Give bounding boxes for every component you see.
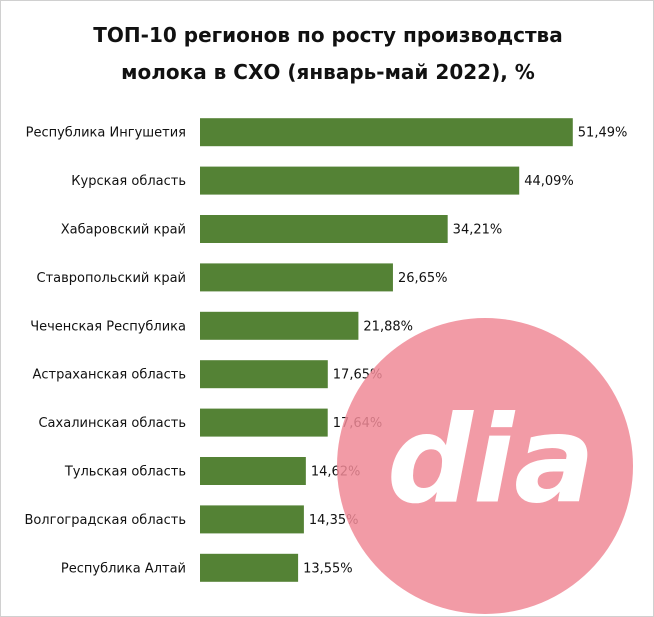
y-tick-label: Курская область [71,174,186,189]
bar [200,311,359,340]
y-tick-label: Сахалинская область [38,416,186,431]
bar [200,553,299,582]
bar [200,215,448,243]
value-label: 34,21% [453,223,503,238]
y-tick-label: Тульская область [64,465,186,480]
bar [200,263,393,292]
y-tick-label: Республика Алтай [61,561,186,576]
bar [200,166,520,195]
y-tick-label: Республика Ингушетия [26,126,186,141]
bar [200,408,328,437]
chart-title: ТОП-10 регионов по росту производства мо… [93,23,563,84]
bar [200,457,306,485]
value-label: 21,88% [363,319,413,334]
y-tick-label: Хабаровский край [61,223,186,238]
y-tick-label: Чеченская Республика [30,319,186,334]
value-label: 44,09% [524,174,574,189]
watermark-circle [337,318,633,614]
y-tick-label: Ставропольский край [37,271,186,286]
y-tick-label: Астраханская область [32,368,186,383]
y-tick-label: Волгоградская область [24,513,186,528]
value-label: 51,49% [578,126,628,141]
bar [200,360,328,389]
bar [200,118,573,147]
value-label: 13,55% [303,561,353,576]
value-label: 26,65% [398,271,448,286]
bar [200,505,304,534]
watermark: dia [387,392,595,531]
